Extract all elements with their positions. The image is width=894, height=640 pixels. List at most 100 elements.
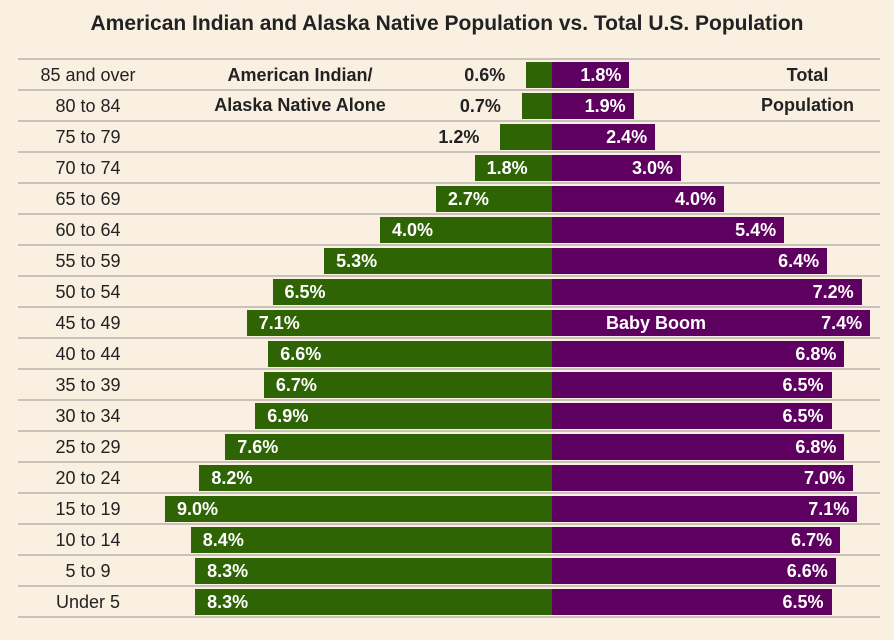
right-bar — [552, 496, 858, 522]
left-bar — [324, 248, 552, 274]
row-separator — [18, 213, 880, 215]
age-group-label: Under 5 — [55, 592, 121, 612]
age-group-label: 85 and over — [40, 65, 136, 85]
left-bar-value-label: 8.2% — [211, 468, 253, 488]
legend-left-line-1: American Indian/ — [227, 65, 373, 85]
left-bar-value-label: 0.6% — [464, 65, 506, 85]
left-bar-value-label: 6.6% — [280, 344, 322, 364]
right-bar — [552, 124, 656, 150]
row-separator — [18, 616, 880, 618]
row-separator — [18, 554, 880, 556]
left-bar — [263, 372, 552, 398]
left-bar — [435, 186, 552, 212]
left-bar — [255, 403, 552, 429]
right-bar-value-label: 1.8% — [580, 65, 622, 85]
right-bar-value-label: 6.8% — [795, 344, 837, 364]
right-bar — [552, 372, 832, 398]
age-group-label: 20 to 24 — [55, 468, 121, 488]
row-separator — [18, 244, 880, 246]
age-group-label: 65 to 69 — [55, 189, 121, 209]
age-group-label: 70 to 74 — [55, 158, 121, 178]
left-bar — [199, 465, 552, 491]
left-bar-value-label: 6.9% — [267, 406, 309, 426]
right-bar-value-label: 4.0% — [674, 189, 716, 209]
left-bar-value-label: 6.7% — [275, 375, 317, 395]
row-separator — [18, 461, 880, 463]
right-bar — [552, 279, 862, 305]
left-bar-value-label: 1.8% — [486, 158, 528, 178]
age-group-label: 25 to 29 — [55, 437, 121, 457]
left-bar — [474, 155, 552, 181]
legend-left-line-2: Alaska Native Alone — [214, 95, 386, 115]
left-bar-value-label: 9.0% — [177, 499, 219, 519]
chart-title: American Indian and Alaska Native Popula… — [90, 12, 804, 35]
right-bar — [552, 465, 853, 491]
age-group-label: 40 to 44 — [55, 344, 121, 364]
right-bar — [552, 93, 634, 119]
row-separator — [18, 306, 880, 308]
right-bar — [552, 217, 785, 243]
right-bar — [552, 527, 841, 553]
right-bar-value-label: 6.4% — [778, 251, 820, 271]
left-bar — [195, 558, 552, 584]
row-separator — [18, 275, 880, 277]
right-bar — [552, 155, 681, 181]
right-bar-value-label: 6.8% — [795, 437, 837, 457]
left-bar-value-label: 4.0% — [392, 220, 434, 240]
row-separator — [18, 58, 880, 60]
right-bar-value-label: 5.4% — [735, 220, 777, 240]
right-bar-value-label: 6.6% — [786, 561, 828, 581]
right-bar-value-label: 6.7% — [791, 530, 833, 550]
right-bar-value-label: 7.4% — [821, 313, 863, 333]
left-bar — [195, 589, 552, 615]
age-group-label: 5 to 9 — [65, 561, 111, 581]
left-bar-value-label: 8.3% — [207, 561, 249, 581]
row-separator — [18, 89, 880, 91]
row-separator — [18, 151, 880, 153]
left-bar-value-label: 1.2% — [438, 127, 480, 147]
row-separator — [18, 585, 880, 587]
left-bar — [190, 527, 552, 553]
left-bar-value-label: 8.4% — [202, 530, 244, 550]
age-group-label: 80 to 84 — [55, 96, 121, 116]
age-group-label: 10 to 14 — [55, 530, 121, 550]
right-bar — [552, 310, 871, 336]
right-bar-value-label: 3.0% — [631, 158, 673, 178]
right-bar — [552, 186, 724, 212]
age-group-label: 35 to 39 — [55, 375, 121, 395]
right-bar-value-label: 7.2% — [812, 282, 854, 302]
right-bar-value-label: 1.9% — [584, 96, 626, 116]
left-bar — [268, 341, 552, 367]
right-bar — [552, 62, 630, 88]
baby-boom-annotation: Baby Boom — [606, 313, 707, 333]
age-group-label: 60 to 64 — [55, 220, 121, 240]
row-separator — [18, 120, 880, 122]
left-bar-value-label: 6.5% — [284, 282, 326, 302]
left-bar — [521, 93, 552, 119]
right-bar-value-label: 2.4% — [606, 127, 648, 147]
left-bar-value-label: 8.3% — [207, 592, 249, 612]
row-separator — [18, 368, 880, 370]
left-bar — [165, 496, 552, 522]
right-bar-value-label: 6.5% — [782, 592, 824, 612]
legend-right-line-2: Population — [761, 95, 854, 115]
row-separator — [18, 399, 880, 401]
age-group-label: 30 to 34 — [55, 406, 121, 426]
legend-left-series: American Indian/ Alaska Native Alone — [185, 60, 415, 120]
right-bar-value-label: 6.5% — [782, 375, 824, 395]
right-bar — [552, 434, 845, 460]
left-bar — [500, 124, 552, 150]
row-separator — [18, 492, 880, 494]
legend-right-line-1: Total — [786, 65, 829, 85]
row-separator — [18, 430, 880, 432]
right-bar — [552, 558, 836, 584]
left-bar-value-label: 0.7% — [459, 96, 501, 116]
row-separator — [18, 337, 880, 339]
right-bar — [552, 248, 828, 274]
left-bar-value-label: 7.1% — [258, 313, 300, 333]
age-group-label: 55 to 59 — [55, 251, 121, 271]
left-bar — [272, 279, 552, 305]
left-bar-value-label: 5.3% — [336, 251, 378, 271]
age-group-label: 15 to 19 — [55, 499, 121, 519]
